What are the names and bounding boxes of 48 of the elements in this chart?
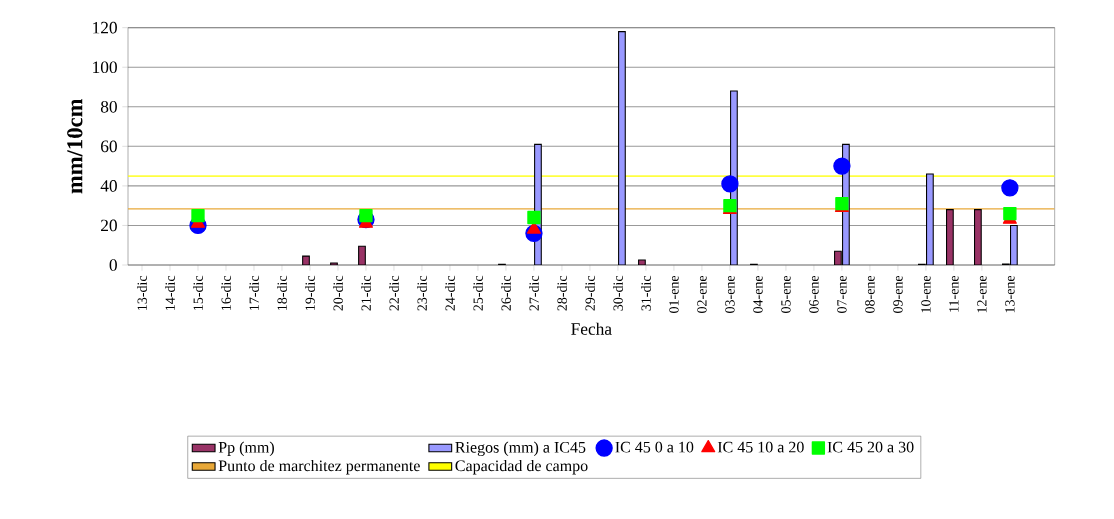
x-tick-label: 02-ene (697, 275, 707, 313)
x-tick-label: 03-ene (725, 275, 735, 313)
x-tick-label: 24-dic (445, 275, 455, 311)
x-tick-label: 22-dic (389, 275, 399, 311)
legend-label: Pp (mm) (218, 441, 274, 456)
x-tick-label: 13-dic (137, 275, 147, 310)
x-tick-label: 08-ene (865, 275, 875, 313)
x-tick-label: 10-ene (921, 275, 931, 313)
x-tick-label: 13-ene (1005, 275, 1015, 313)
y-tick-label: 120 (93, 21, 117, 34)
x-tick-label: 26-dic (501, 275, 511, 311)
x-tick-label: 29-dic (585, 275, 595, 311)
x-tick-label: 04-ene (753, 275, 763, 313)
x-tick-label: 17-dic (249, 275, 259, 310)
x-tick-label: 07-ene (837, 275, 847, 313)
x-tick-label: 15-dic (193, 275, 203, 310)
legend-label: IC 45 0 a 10 (615, 441, 694, 453)
x-tick-label: 19-dic (305, 275, 315, 310)
y-tick-label: 80 (100, 100, 117, 113)
y-tick-label: 60 (101, 140, 117, 153)
legend-label: IC 45 10 a 20 (717, 441, 804, 453)
x-tick-label: 11-ene (949, 275, 959, 312)
x-tick-label: 01-ene (669, 275, 679, 313)
x-tick-label: 27-dic (529, 275, 539, 311)
legend-label: Punto de marchitez permanente (218, 459, 420, 475)
x-tick-label: 14-dic (165, 275, 175, 310)
x-tick-label: 25-dic (473, 275, 483, 311)
x-tick-label: 06-ene (809, 275, 819, 313)
y-axis-title: mm/10cm (67, 98, 83, 194)
x-tick-label: 05-ene (781, 275, 791, 313)
legend-label: IC 45 20 a 30 (827, 441, 914, 453)
x-tick-label: 21-dic (361, 275, 371, 311)
x-tick-label: 28-dic (557, 275, 567, 311)
y-tick-label: 100 (93, 61, 117, 74)
x-tick-label: 18-dic (277, 275, 287, 310)
y-tick-label: 0 (109, 259, 117, 271)
x-tick-label: 16-dic (221, 275, 231, 310)
y-tick-label: 40 (100, 180, 117, 192)
x-tick-label: 23-dic (417, 275, 427, 311)
x-axis-title: Fecha (571, 322, 612, 335)
legend-label: Capacidad de campo (455, 459, 588, 475)
x-tick-label: 31-dic (641, 275, 651, 311)
y-tick-label: 20 (101, 219, 117, 232)
x-tick-label: 20-dic (333, 275, 343, 311)
x-tick-label: 09-ene (893, 275, 903, 313)
x-tick-label: 30-dic (613, 275, 623, 311)
legend-label: Riegos (mm) a IC45 (455, 441, 586, 457)
x-tick-label: 12-ene (977, 275, 987, 313)
